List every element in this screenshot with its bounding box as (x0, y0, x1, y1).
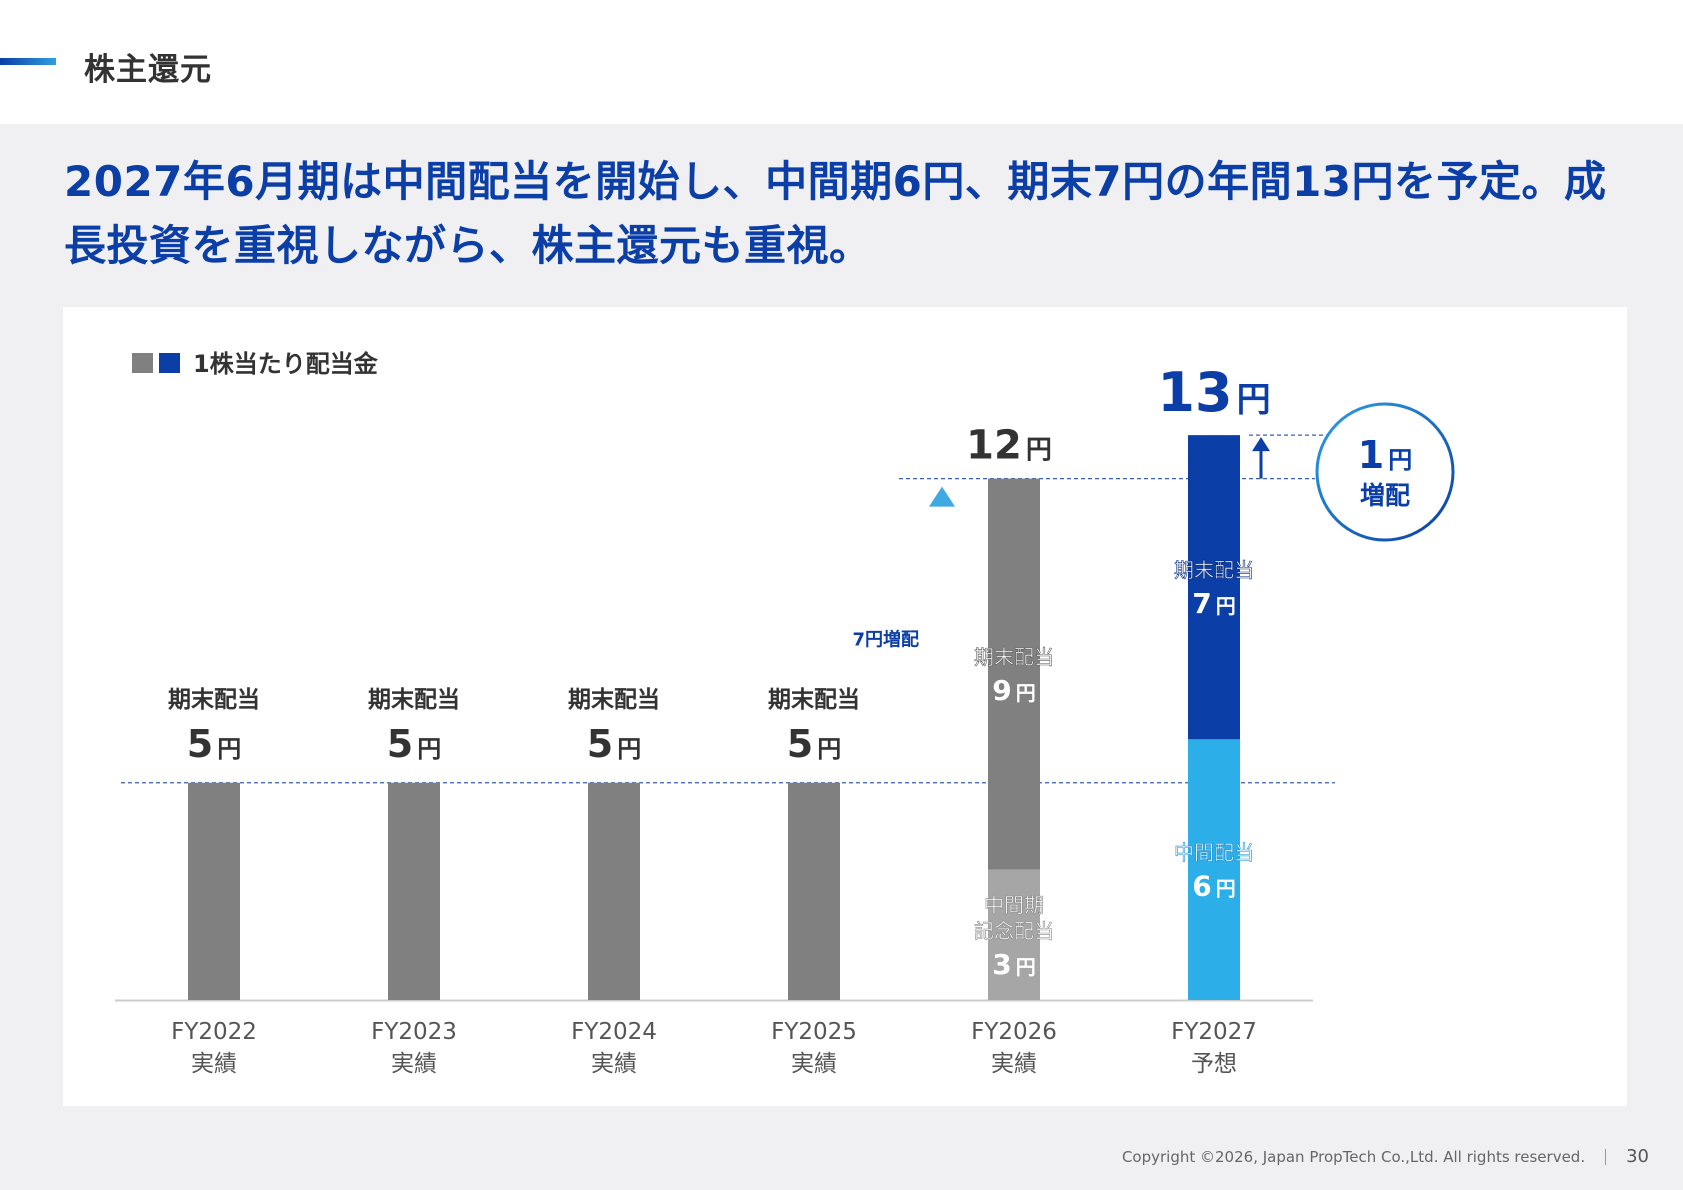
legend-swatch-blue (159, 353, 180, 373)
increase-badge-amount-unit: 円 (1388, 446, 1412, 474)
segment-value-unit: 円 (1016, 955, 1036, 979)
bar-segment (188, 782, 240, 1000)
x-tick-status: 実績 (791, 1051, 837, 1077)
total-label-fy2027: 13 円 (1157, 361, 1270, 424)
top-bar: 株主還元 (0, 0, 1683, 124)
bar-segment (788, 782, 840, 1000)
x-tick-year: FY2026 (971, 1019, 1057, 1045)
bar-segment (1188, 435, 1240, 740)
total-label-fy2026-unit: 円 (1026, 436, 1052, 466)
bar-segment (388, 782, 440, 1000)
section-title: 株主還元 (84, 52, 212, 88)
total-label-fy2027-number: 13 (1157, 361, 1232, 424)
total-label-fy2026: 12 円 (966, 423, 1052, 469)
segment-label: 期末配当 (768, 687, 860, 713)
segment-value-number: 5 (587, 722, 613, 766)
segment-value-unit: 円 (817, 735, 841, 763)
increase-badge-label: 増配 (1360, 481, 1410, 510)
segment-label: 期末配当 (168, 687, 260, 713)
segment-label: 記念配当 (974, 919, 1054, 943)
segment-value-number: 3 (992, 948, 1011, 981)
x-tick-year: FY2022 (171, 1019, 257, 1045)
segment-label: 中間期 (984, 893, 1044, 917)
increase-arrow-head (929, 486, 955, 507)
segment-value-number: 7 (1192, 587, 1211, 620)
segment-value-number: 5 (787, 722, 813, 766)
segment-value-unit: 円 (217, 735, 241, 763)
segment-value-unit: 円 (417, 735, 441, 763)
segment-value-number: 5 (387, 722, 413, 766)
chart-panel: 1株当たり配当金 期末配当 5 円 FY2022 実績 期末配当 5 円 FY2023 実績 期末配当… (63, 307, 1627, 1106)
segment-value-unit: 円 (1016, 681, 1036, 705)
bar-segment (1188, 739, 1240, 1000)
page-number: 30 (1626, 1146, 1649, 1167)
headline: 2027年6月期は中間配当を開始し、中間期6円、期末7円の年間13円を予定。成長… (64, 157, 1607, 270)
total-label-fy2027-unit: 円 (1237, 380, 1271, 420)
x-tick-status: 実績 (391, 1051, 437, 1077)
total-label-fy2026-number: 12 (966, 423, 1022, 469)
legend-swatch-gray (132, 353, 153, 373)
segment-label: 期末配当 (568, 687, 660, 713)
copyright-text: Copyright ©2026, Japan PropTech Co.,Ltd.… (1121, 1147, 1586, 1166)
x-tick-year: FY2027 (1171, 1019, 1257, 1045)
legend-label: 1株当たり配当金 (193, 350, 379, 378)
increase-label-fy2026: 7円増配 (852, 628, 919, 650)
bar-segment (988, 869, 1040, 1000)
segment-value-unit: 円 (617, 735, 641, 763)
segment-value-number: 5 (187, 722, 213, 766)
title-accent-line (0, 58, 56, 65)
segment-value-number: 6 (1192, 870, 1211, 903)
x-tick-year: FY2025 (771, 1019, 857, 1045)
footer: Copyright ©2026, Japan PropTech Co.,Ltd.… (1122, 1146, 1649, 1167)
increase-badge-amount-number: 1 (1358, 433, 1384, 477)
increase-small-arrow-head (1252, 437, 1270, 452)
segment-label: 期末配当 (368, 687, 460, 713)
segment-value-unit: 円 (1216, 877, 1236, 901)
x-tick-year: FY2023 (371, 1019, 457, 1045)
x-tick-status: 実績 (591, 1051, 637, 1077)
increase-badge-circle (1315, 402, 1455, 542)
segment-label: 中間配当 (1174, 841, 1254, 865)
x-tick-year: FY2024 (571, 1019, 657, 1045)
bar-segment (588, 782, 640, 1000)
x-tick-status: 予想 (1191, 1051, 1237, 1077)
footer-separator (1605, 1148, 1607, 1165)
segment-value-number: 9 (992, 674, 1011, 707)
segment-value-unit: 円 (1216, 594, 1236, 618)
x-tick-status: 実績 (191, 1051, 237, 1077)
segment-label: 期末配当 (1174, 558, 1254, 582)
bar-segment (988, 478, 1040, 870)
segment-label: 期末配当 (974, 645, 1054, 669)
x-tick-status: 実績 (991, 1051, 1037, 1077)
